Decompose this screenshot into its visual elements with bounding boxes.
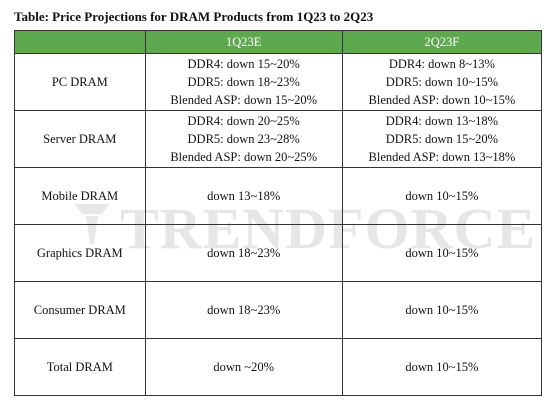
table-row-server-dram: Server DRAM DDR4: down 20~25% DDR5: down… [14, 110, 543, 168]
cell-line: Blended ASP: down 20~25% [170, 150, 318, 164]
cell-2q23f: DDR4: down 13~18% DDR5: down 15~20% Blen… [341, 110, 543, 168]
cell-1q23e: down ~20% [144, 338, 343, 396]
row-label: Total DRAM [14, 338, 146, 396]
cell-2q23f: down 10~15% [341, 224, 543, 282]
cell-2q23f: down 10~15% [341, 338, 543, 396]
cell-line: Blended ASP: down 15~20% [170, 93, 318, 107]
cell-line: DDR5: down 18~23% [187, 75, 300, 89]
cell-line: Blended ASP: down 13~18% [368, 150, 516, 164]
cell-line: DDR4: down 20~25% [187, 114, 300, 128]
table-row-pc-dram: PC DRAM DDR4: down 15~20% DDR5: down 18~… [14, 53, 543, 111]
cell-line: DDR5: down 15~20% [385, 132, 499, 146]
table-row-mobile-dram: Mobile DRAM down 13~18% down 10~15% [14, 167, 543, 225]
cell-line: DDR5: down 23~28% [187, 132, 300, 146]
row-label: Server DRAM [14, 110, 146, 168]
cell-1q23e: DDR4: down 15~20% DDR5: down 18~23% Blen… [144, 53, 343, 111]
header-cell-corner [14, 30, 146, 54]
header-cell-1q23e: 1Q23E [144, 30, 343, 54]
cell-2q23f: down 10~15% [341, 281, 543, 339]
price-projection-table: 1Q23E 2Q23F PC DRAM DDR4: down 15~20% DD… [14, 30, 543, 396]
row-label: PC DRAM [14, 53, 146, 111]
header-row: 1Q23E 2Q23F [14, 30, 543, 54]
table-row-graphics-dram: Graphics DRAM down 18~23% down 10~15% [14, 224, 543, 282]
row-label: Graphics DRAM [14, 224, 146, 282]
cell-line: DDR4: down 15~20% [187, 57, 300, 71]
cell-2q23f: DDR4: down 8~13% DDR5: down 10~15% Blend… [341, 53, 543, 111]
header-cell-2q23f: 2Q23F [341, 30, 543, 54]
row-label: Mobile DRAM [14, 167, 146, 225]
table-title: Table: Price Projections for DRAM Produc… [14, 9, 374, 24]
cell-1q23e: down 18~23% [144, 224, 343, 282]
cell-line: Blended ASP: down 10~15% [368, 93, 516, 107]
cell-line: DDR4: down 8~13% [388, 57, 495, 71]
table-row-consumer-dram: Consumer DRAM down 18~23% down 10~15% [14, 281, 543, 339]
cell-1q23e: DDR4: down 20~25% DDR5: down 23~28% Blen… [144, 110, 343, 168]
cell-2q23f: down 10~15% [341, 167, 543, 225]
table-row-total-dram: Total DRAM down ~20% down 10~15% [14, 338, 543, 396]
cell-1q23e: down 18~23% [144, 281, 343, 339]
cell-line: DDR5: down 10~15% [385, 75, 499, 89]
row-label: Consumer DRAM [14, 281, 146, 339]
cell-1q23e: down 13~18% [144, 167, 343, 225]
cell-line: DDR4: down 13~18% [385, 114, 499, 128]
